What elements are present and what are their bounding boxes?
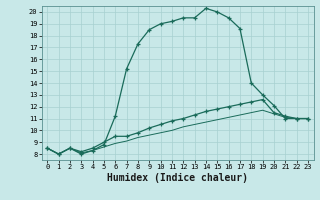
X-axis label: Humidex (Indice chaleur): Humidex (Indice chaleur): [107, 173, 248, 183]
